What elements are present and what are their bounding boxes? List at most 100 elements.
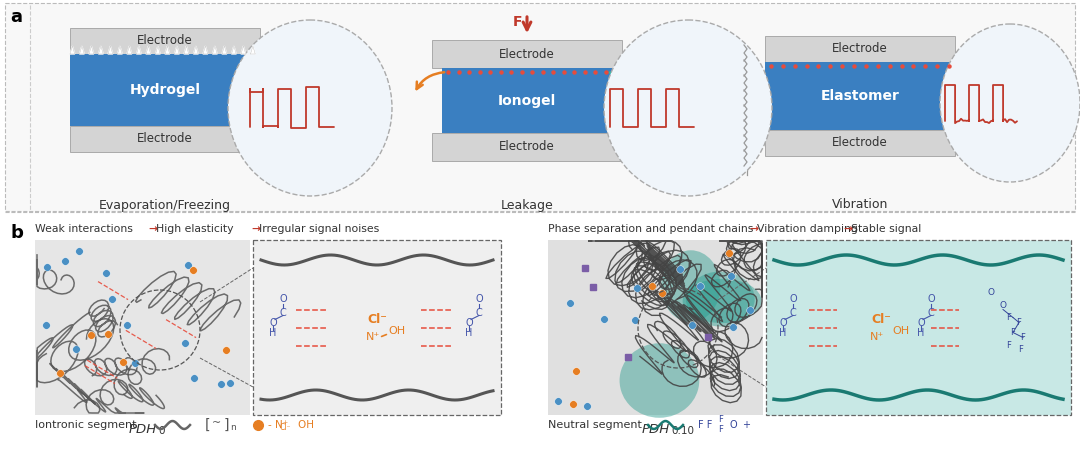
Text: 0.10: 0.10 — [672, 426, 694, 436]
Text: O: O — [779, 318, 787, 328]
Text: F F: F F — [698, 420, 713, 430]
Text: O: O — [730, 420, 738, 430]
Text: [: [ — [205, 418, 211, 432]
Text: Weak interactions: Weak interactions — [35, 224, 133, 234]
Ellipse shape — [604, 20, 772, 196]
Text: F: F — [1021, 333, 1025, 342]
Text: F: F — [1011, 328, 1015, 337]
Text: Vibration: Vibration — [832, 198, 888, 212]
Text: C: C — [475, 308, 483, 318]
Text: O: O — [280, 295, 287, 304]
Text: - N⁺   OH: - N⁺ OH — [268, 420, 314, 430]
Text: C: C — [928, 308, 934, 318]
FancyBboxPatch shape — [442, 68, 612, 133]
FancyBboxPatch shape — [432, 40, 622, 68]
Polygon shape — [222, 46, 227, 54]
Polygon shape — [203, 46, 207, 54]
Polygon shape — [193, 46, 199, 54]
FancyBboxPatch shape — [70, 54, 260, 126]
Text: Electrode: Electrode — [832, 136, 888, 150]
Polygon shape — [108, 46, 112, 54]
Polygon shape — [156, 46, 160, 54]
Text: Evaporation/Freezing: Evaporation/Freezing — [99, 198, 231, 212]
Text: O: O — [999, 301, 1007, 310]
Text: Stable signal: Stable signal — [851, 224, 921, 234]
Text: OH: OH — [892, 326, 909, 336]
Text: +: + — [742, 420, 750, 430]
Text: b: b — [10, 224, 23, 242]
Text: F: F — [1016, 318, 1022, 327]
Polygon shape — [98, 46, 104, 54]
Text: →: → — [843, 224, 852, 234]
Text: O: O — [987, 288, 995, 297]
Text: H: H — [465, 329, 473, 338]
Text: a: a — [10, 8, 22, 26]
Polygon shape — [184, 46, 189, 54]
FancyBboxPatch shape — [5, 3, 1075, 211]
Text: F: F — [718, 415, 723, 425]
Text: C: C — [280, 308, 286, 318]
Ellipse shape — [228, 20, 392, 196]
Text: PDH: PDH — [129, 423, 157, 436]
Text: Cl⁻: Cl⁻ — [280, 422, 292, 431]
Polygon shape — [118, 46, 122, 54]
Polygon shape — [136, 46, 141, 54]
Text: O: O — [917, 318, 924, 328]
Polygon shape — [70, 46, 75, 54]
Text: Electrode: Electrode — [137, 133, 193, 146]
Text: Cl⁻: Cl⁻ — [367, 313, 387, 326]
Ellipse shape — [661, 250, 720, 322]
Text: PDH: PDH — [642, 423, 670, 436]
Text: O: O — [465, 318, 473, 328]
FancyBboxPatch shape — [253, 240, 501, 415]
Text: Electrode: Electrode — [137, 34, 193, 47]
Ellipse shape — [940, 24, 1080, 182]
Text: Electrode: Electrode — [499, 47, 555, 61]
Text: Hydrogel: Hydrogel — [130, 83, 201, 97]
Text: H: H — [269, 329, 276, 338]
FancyBboxPatch shape — [70, 28, 260, 54]
Text: OH: OH — [389, 326, 406, 336]
Text: Electrode: Electrode — [499, 140, 555, 153]
Polygon shape — [127, 46, 132, 54]
FancyBboxPatch shape — [765, 62, 955, 130]
Text: Electrode: Electrode — [832, 43, 888, 56]
Text: O: O — [789, 295, 797, 304]
Text: n: n — [230, 424, 235, 432]
Text: F: F — [1018, 345, 1024, 354]
Text: F: F — [718, 425, 723, 435]
Ellipse shape — [683, 279, 761, 323]
FancyBboxPatch shape — [765, 130, 955, 156]
FancyBboxPatch shape — [766, 240, 1071, 415]
Polygon shape — [89, 46, 94, 54]
Polygon shape — [241, 46, 246, 54]
Ellipse shape — [620, 343, 699, 418]
Text: 0: 0 — [159, 426, 165, 436]
Polygon shape — [251, 46, 255, 54]
Text: O: O — [475, 295, 483, 304]
Text: →: → — [251, 224, 260, 234]
Text: Vibration damping: Vibration damping — [757, 224, 858, 234]
Ellipse shape — [686, 272, 755, 326]
FancyBboxPatch shape — [432, 133, 622, 161]
Text: H: H — [917, 329, 924, 338]
FancyBboxPatch shape — [70, 126, 260, 152]
FancyBboxPatch shape — [35, 240, 249, 415]
Text: Cl⁻: Cl⁻ — [872, 313, 891, 326]
Text: F: F — [513, 15, 523, 29]
Text: ~: ~ — [212, 418, 221, 428]
Text: H: H — [780, 329, 786, 338]
FancyBboxPatch shape — [765, 36, 955, 62]
Text: ]: ] — [224, 418, 229, 432]
Text: →: → — [750, 224, 758, 234]
FancyBboxPatch shape — [548, 240, 762, 415]
Text: N⁺: N⁺ — [366, 332, 380, 342]
Text: Leakage: Leakage — [501, 198, 553, 212]
Text: O: O — [269, 318, 276, 328]
Text: Elastomer: Elastomer — [821, 89, 900, 103]
Polygon shape — [165, 46, 170, 54]
Polygon shape — [146, 46, 151, 54]
Text: N⁺: N⁺ — [869, 332, 885, 342]
Text: High elasticity: High elasticity — [156, 224, 233, 234]
Text: F: F — [1007, 313, 1012, 322]
